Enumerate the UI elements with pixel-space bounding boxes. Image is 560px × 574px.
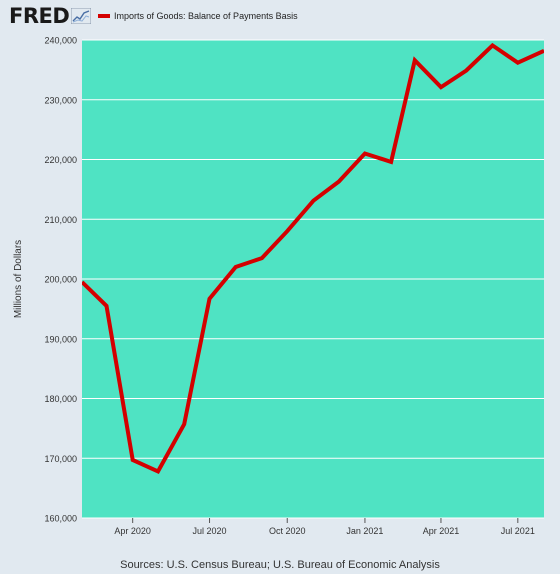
x-tick-label: Jan 2021 (346, 526, 383, 536)
x-tick-label: Oct 2020 (269, 526, 306, 536)
y-tick-label: 170,000 (44, 454, 77, 464)
series-line (82, 42, 544, 474)
chart-legend: Imports of Goods: Balance of Payments Ba… (98, 8, 298, 24)
line-chart: 160,000 170,000 180,000 190,000 200,000 210,0… (13, 36, 544, 536)
chart-source: Sources: U.S. Census Bureau; U.S. Bureau… (120, 559, 440, 571)
y-tick-label: 210,000 (44, 215, 77, 225)
y-tick-label: 230,000 (44, 95, 77, 105)
y-tick-label: 190,000 (44, 334, 77, 344)
x-tick-label: Jul 2021 (501, 526, 535, 536)
x-tick-label: Jul 2020 (193, 526, 227, 536)
legend-label: Imports of Goods: Balance of Payments Ba… (114, 11, 298, 21)
x-tick-label: Apr 2020 (114, 526, 151, 536)
legend-swatch (98, 14, 110, 18)
chart-header: FRED Imports of Goods: Balance of Paymen… (0, 0, 560, 34)
y-axis-label: Millions of Dollars (13, 240, 24, 318)
line-chart-icon (71, 8, 91, 24)
y-tick-label: 200,000 (44, 275, 77, 285)
y-tick-label: 180,000 (44, 394, 77, 404)
fred-logo[interactable]: FRED (9, 4, 70, 28)
x-tick-label: Apr 2021 (423, 526, 460, 536)
y-tick-label: 160,000 (44, 514, 77, 524)
y-tick-label: 220,000 (44, 155, 77, 165)
y-tick-label: 240,000 (44, 36, 77, 46)
